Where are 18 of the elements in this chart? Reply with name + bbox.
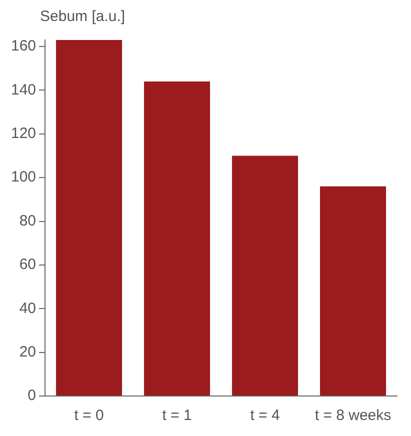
y-tick-label: 20 [19, 343, 36, 360]
y-tick-label: 80 [19, 212, 36, 230]
x-tick-label: t = 8 weeks [314, 407, 392, 424]
y-tick-label: 60 [19, 256, 36, 274]
bar [144, 81, 210, 396]
y-tick-label: 40 [19, 300, 36, 317]
x-tick-label: t = 4 [250, 407, 280, 424]
y-tick-label: 120 [10, 125, 36, 142]
x-tick-label: t = 0 [74, 407, 104, 424]
bar [232, 156, 298, 396]
x-tick-label: t = 1 [162, 407, 192, 424]
bar [56, 40, 122, 396]
bar [320, 186, 386, 396]
y-tick-label: 0 [28, 387, 36, 404]
y-tick-label: 160 [10, 38, 36, 55]
y-axis-title: Sebum [a.u.] [40, 8, 126, 27]
y-tick-label: 100 [10, 168, 36, 186]
y-tick-label: 140 [10, 81, 36, 98]
